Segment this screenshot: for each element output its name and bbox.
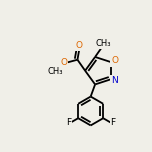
Text: O: O — [76, 41, 83, 50]
Text: CH₃: CH₃ — [95, 39, 111, 48]
Text: O: O — [60, 58, 67, 67]
Text: F: F — [66, 118, 71, 127]
Text: CH₃: CH₃ — [48, 67, 63, 76]
Text: O: O — [111, 57, 118, 66]
Text: N: N — [111, 76, 118, 85]
Text: F: F — [111, 118, 116, 127]
